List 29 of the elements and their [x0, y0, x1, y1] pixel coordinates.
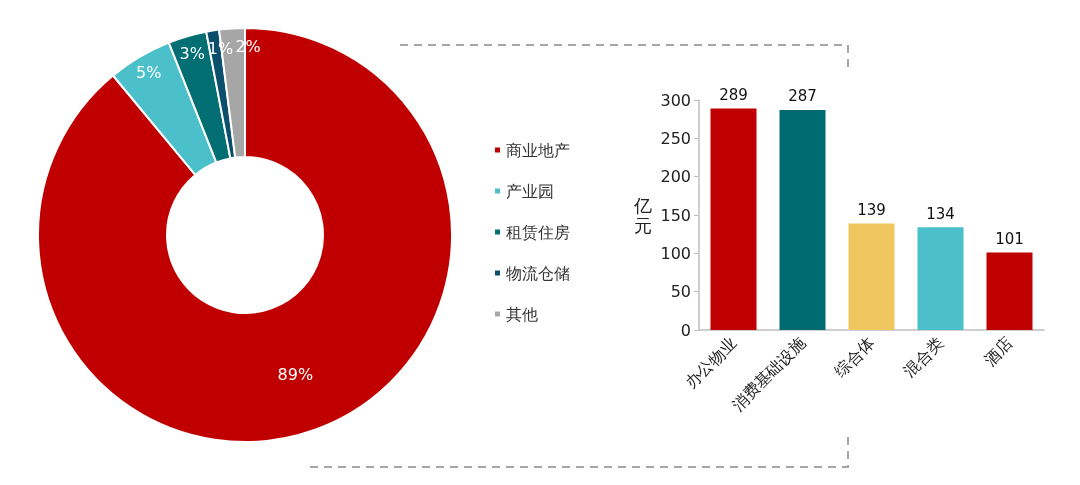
data-label: 289: [719, 85, 748, 104]
bar: [710, 108, 757, 330]
data-label: 139: [857, 200, 886, 219]
legend-label: 产业园: [506, 181, 554, 201]
legend-label: 物流仓储: [506, 263, 570, 283]
data-label: 89%: [277, 365, 314, 385]
y-tick-label: 50: [670, 282, 691, 302]
data-label: 101: [995, 230, 1024, 249]
y-tick-label: 0: [680, 320, 691, 340]
data-label: 5%: [136, 62, 162, 82]
data-label: 3%: [179, 44, 205, 63]
legend-label: 商业地产: [506, 140, 570, 160]
x-tick-label: 酒店: [980, 333, 1017, 370]
x-tick-label: 混合类: [899, 333, 948, 381]
bar: [986, 252, 1033, 330]
bar: [779, 109, 826, 330]
data-label: 134: [926, 204, 955, 223]
y-axis-title: 亿元: [633, 194, 652, 236]
legend-label: 租赁住房: [506, 222, 570, 242]
y-tick-label: 150: [660, 205, 691, 225]
y-tick-label: 200: [660, 167, 691, 187]
legend-label: 其他: [506, 304, 538, 324]
y-tick-label: 100: [660, 243, 691, 263]
y-tick-label: 250: [660, 128, 691, 148]
bar: [848, 223, 895, 330]
x-tick-label: 综合体: [830, 333, 879, 381]
y-tick-label: 300: [660, 90, 691, 110]
bar: [917, 227, 964, 330]
data-label: 287: [788, 87, 817, 106]
